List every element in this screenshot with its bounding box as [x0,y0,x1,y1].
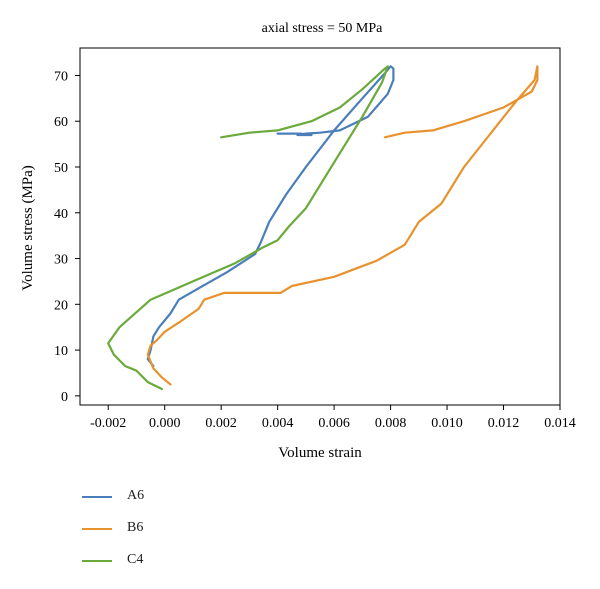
legend-swatch-b6 [82,528,112,530]
x-axis-label: Volume strain [278,445,362,461]
legend-swatch-c4 [82,560,112,562]
series-line-a6 [146,65,395,368]
y-axis-label: Volume stress (MPa) [20,165,36,291]
legend-item-c4: C4 [82,550,242,582]
chart-title: axial stress = 50 MPa [262,21,383,36]
series-layer [107,65,539,391]
x-tick-label: 0.004 [262,416,294,431]
legend: A6 B6 C4 [82,486,242,582]
chart-canvas: axial stress = 50 MPa -0.002 0.000 0.002 0.… [20,21,576,461]
legend-item-a6: A6 [82,486,242,518]
legend-label-a6: A6 [127,488,145,503]
x-tick-label: 0.002 [205,416,237,431]
legend-item-b6: B6 [82,518,242,550]
y-axis: 0 10 20 30 40 50 60 70 [54,69,80,405]
series-line-c4 [107,65,389,391]
y-tick-label: 70 [54,69,68,84]
x-tick-label: -0.002 [90,416,126,431]
y-tick-label: 20 [54,298,68,313]
y-tick-label: 60 [54,115,68,130]
legend-swatch-a6 [82,496,112,498]
y-tick-label: 50 [54,161,68,176]
y-tick-label: 30 [54,253,68,268]
plot-frame [79,47,561,406]
x-tick-label: 0.010 [431,416,463,431]
x-tick-label: 0.000 [149,416,181,431]
x-tick-label: 0.012 [488,416,520,431]
y-tick-label: 0 [61,390,68,405]
x-tick-label: 0.006 [318,416,350,431]
y-tick-label: 40 [54,207,68,222]
x-axis: -0.002 0.000 0.002 0.004 0.006 0.008 0.010 0.01… [90,405,576,431]
legend-label-c4: C4 [127,552,144,567]
series-line-b6 [146,65,539,386]
y-tick-label: 10 [54,344,68,359]
x-tick-label: 0.008 [375,416,407,431]
x-tick-label: 0.014 [544,416,576,431]
legend-label-b6: B6 [127,520,144,535]
